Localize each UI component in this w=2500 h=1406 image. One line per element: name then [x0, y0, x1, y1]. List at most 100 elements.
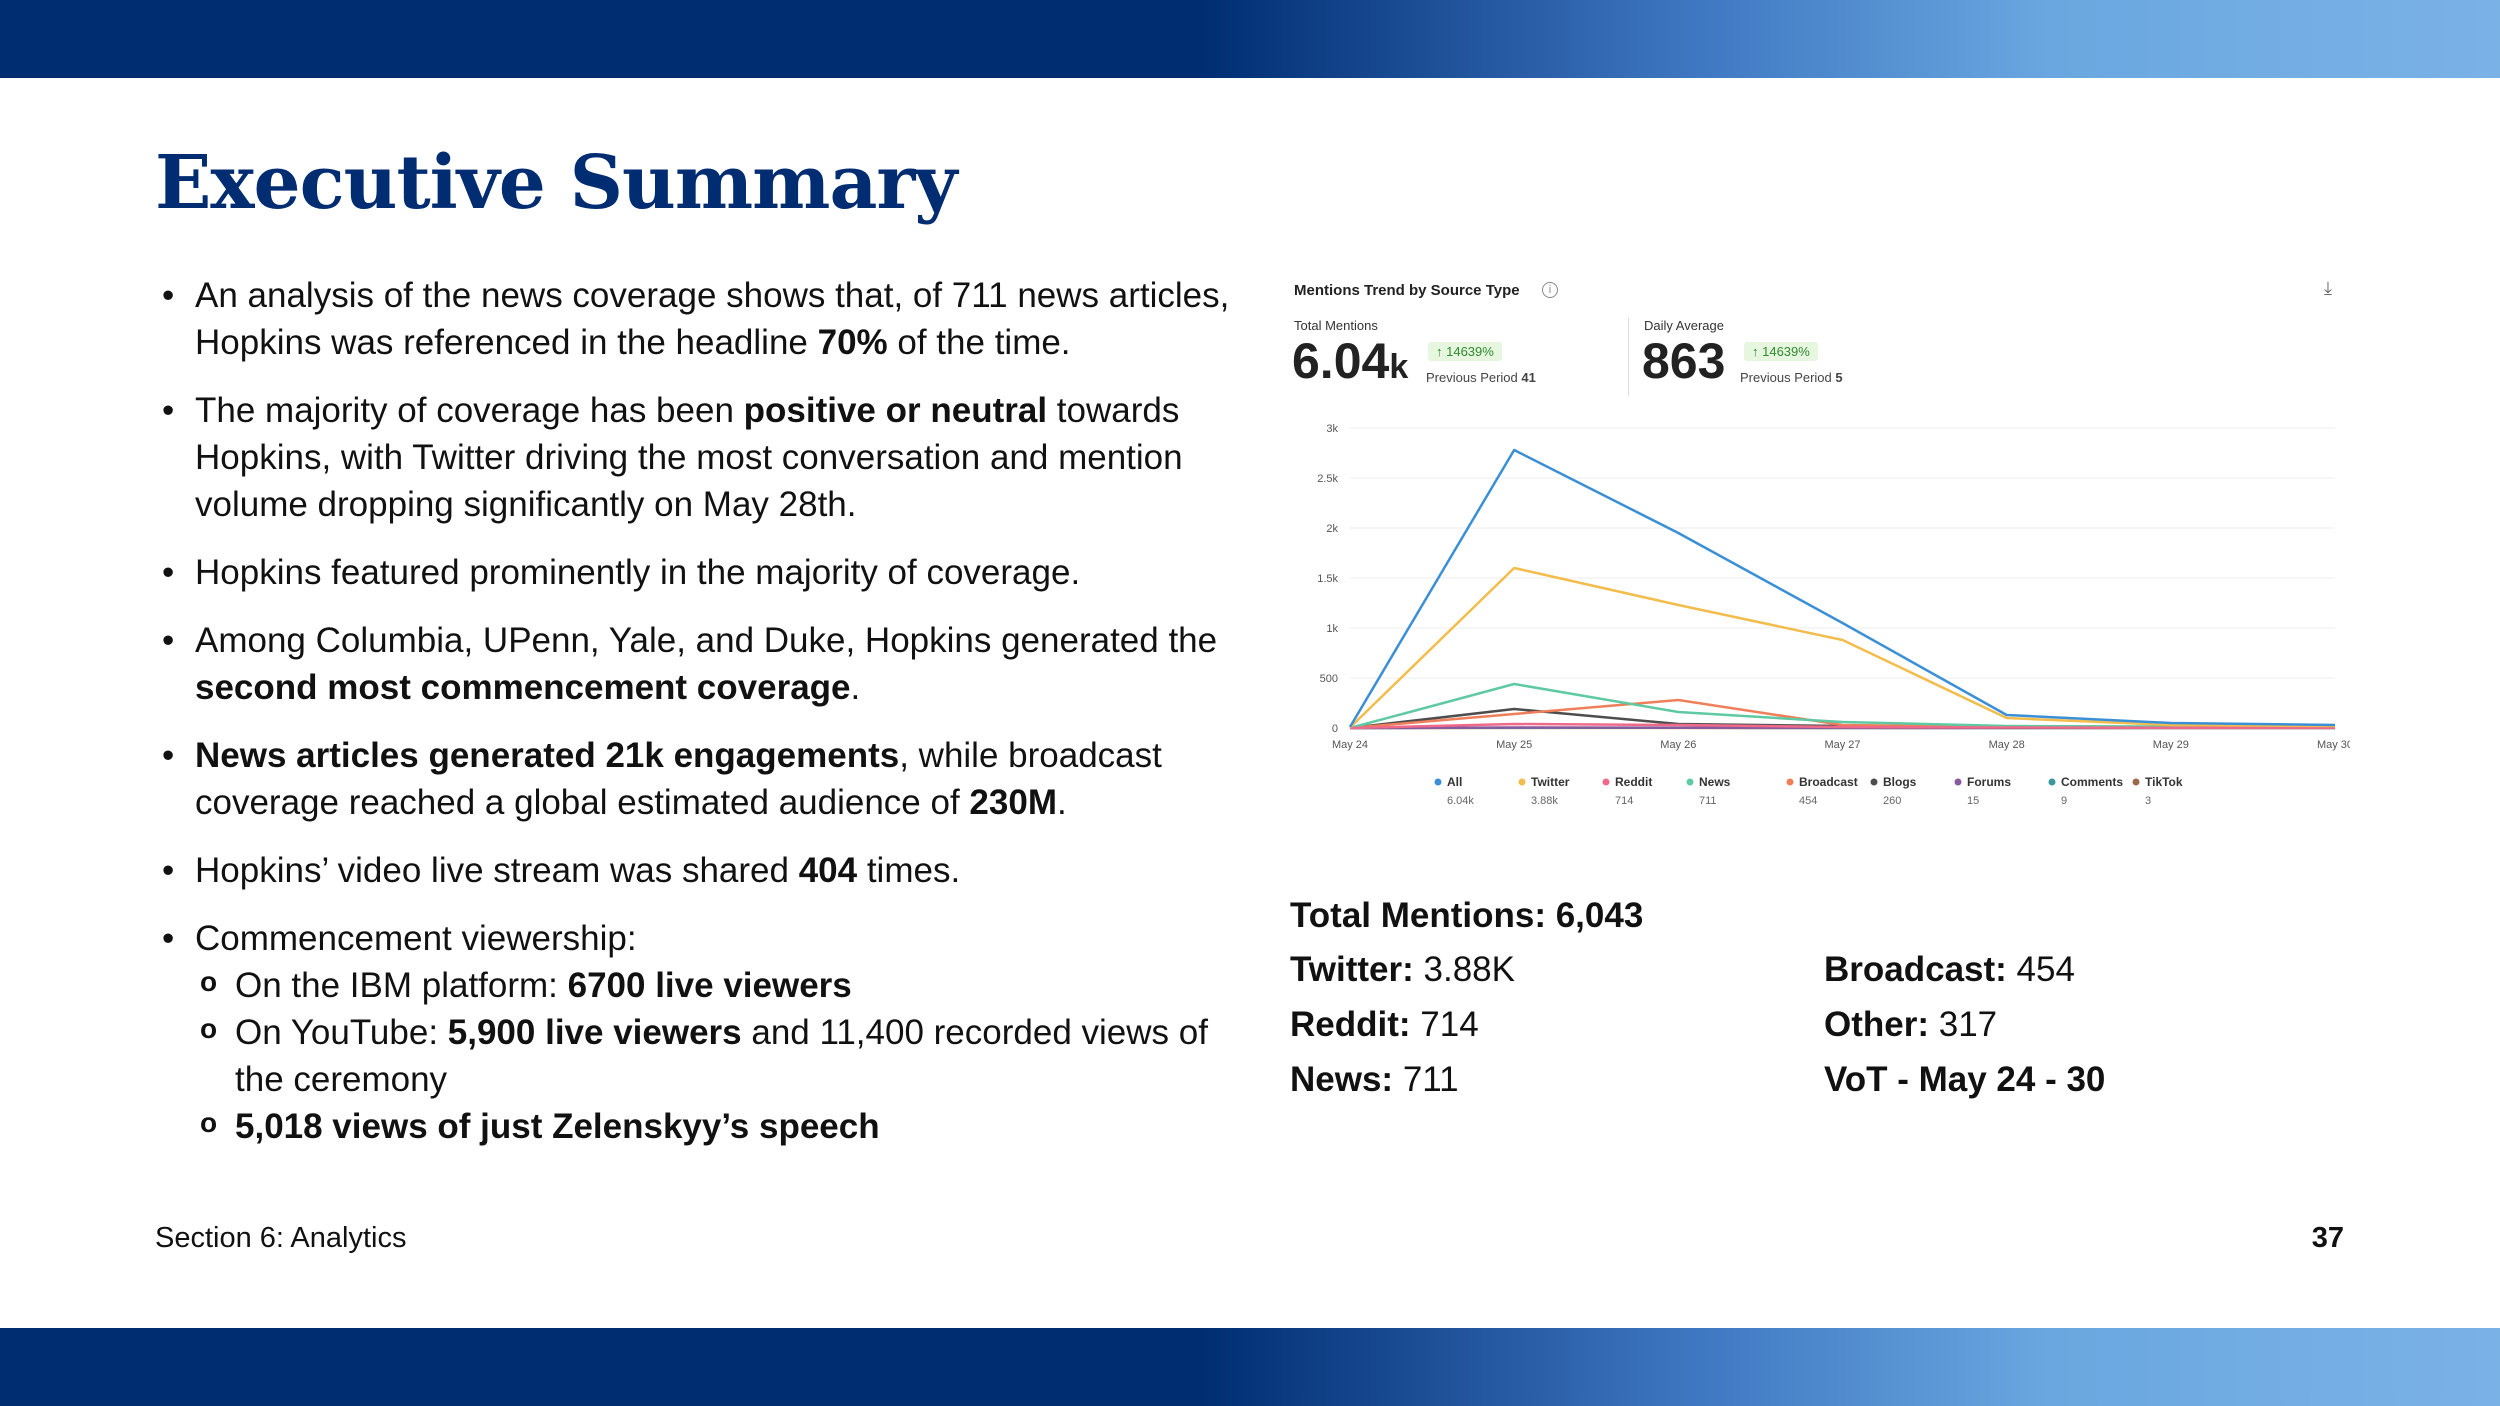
bullet-engagements: News articles generated 21k engagements,… [160, 732, 1230, 826]
x-tick-label: May 27 [1824, 739, 1860, 751]
legend-label: Reddit [1615, 775, 1652, 789]
kpi-unit: k [1389, 348, 1409, 386]
legend-value: 454 [1799, 795, 1817, 807]
legend-swatch [1518, 778, 1526, 786]
stat-total-mentions: Total Mentions: 6,043 [1290, 896, 1643, 936]
bullet-prominence: Hopkins featured prominently in the majo… [160, 549, 1230, 596]
bullet-bold: 230M [969, 783, 1057, 822]
stat-vot-range: VoT - May 24 - 30 [1824, 1060, 2105, 1100]
bullet-headline-share: An analysis of the news coverage shows t… [160, 272, 1230, 366]
bullet-text: On the IBM platform: [235, 966, 568, 1005]
stat-value: 711 [1393, 1060, 1459, 1099]
legend-label: Broadcast [1799, 775, 1858, 789]
bullet-viewership: Commencement viewership: On the IBM plat… [160, 915, 1230, 1150]
download-icon[interactable]: ⤓ [2324, 278, 2332, 298]
info-icon[interactable]: i [1542, 282, 1558, 298]
bullet-text: of the time. [887, 323, 1071, 362]
legend-value: 9 [2061, 795, 2067, 807]
bullet-bold: 6700 live viewers [567, 966, 852, 1005]
stat-reddit: Reddit: 714 [1290, 1005, 1479, 1045]
kpi-divider [1628, 318, 1629, 396]
legend-swatch [2048, 778, 2056, 786]
previous-label: Previous Period [1740, 370, 1832, 385]
legend-label: News [1699, 775, 1731, 789]
stat-label: Reddit: [1290, 1005, 1411, 1044]
bullet-text: . [850, 668, 861, 707]
stat-news: News: 711 [1290, 1060, 1459, 1100]
bullet-peer-comparison: Among Columbia, UPenn, Yale, and Duke, H… [160, 617, 1230, 711]
bullet-text: An analysis of the news coverage shows t… [195, 276, 1230, 362]
page-number: 37 [2311, 1222, 2344, 1254]
bullet-text: towards Hopkins, with Twitter driving th… [195, 391, 1183, 524]
kpi-total-value: 6.04k [1292, 332, 1408, 390]
kpi-total-change-badge: ↑ 14639% [1428, 342, 1502, 361]
bullet-bold: 5,900 live viewers [447, 1013, 742, 1052]
previous-value: 41 [1521, 370, 1536, 385]
stat-value: 454 [2006, 950, 2075, 989]
viewership-sub-bullets: On the IBM platform: 6700 live viewers O… [195, 958, 1230, 1150]
x-tick-label: May 25 [1496, 739, 1532, 751]
bullet-sentiment: The majority of coverage has been positi… [160, 387, 1230, 528]
bullet-bold: positive or neutral [743, 391, 1048, 430]
stat-value: 714 [1410, 1005, 1479, 1044]
kpi-daily-value: 863 [1642, 332, 1725, 390]
mentions-line-chart: 0 500 1k 1.5k 2k 2.5k 3k May 24 May 25 May 26 May … [1317, 423, 2350, 807]
bottom-banner [0, 1328, 2500, 1406]
legend-swatch [1602, 778, 1610, 786]
y-tick-label: 1.5k [1317, 573, 1338, 585]
series-line-reddit [1349, 722, 2335, 730]
stat-label: News: [1290, 1060, 1394, 1099]
kpi-total-label: Total Mentions [1294, 318, 1378, 333]
stat-twitter: Twitter: 3.88K [1290, 950, 1515, 990]
stat-value: 3.88K [1413, 950, 1515, 989]
footer-section-label: Section 6: Analytics [155, 1222, 407, 1254]
kpi-daily-label: Daily Average [1644, 318, 1724, 333]
x-tick-label: May 24 [1332, 739, 1368, 751]
sub-bullet-ibm: On the IBM platform: 6700 live viewers [195, 958, 1230, 1009]
y-tick-label: 2k [1326, 523, 1338, 535]
kpi-daily-change-badge: ↑ 14639% [1744, 342, 1818, 361]
legend-label: Blogs [1883, 775, 1917, 789]
sub-bullet-youtube: On YouTube: 5,900 live viewers and 11,40… [195, 1005, 1230, 1103]
bullet-text: and 11,400 recorded views of the ceremon… [235, 1013, 1208, 1099]
legend-value: 3.88k [1531, 795, 1558, 807]
legend-swatch [1954, 778, 1962, 786]
legend-value: 711 [1699, 795, 1717, 807]
bullet-text: The majority of coverage has been [195, 391, 744, 430]
kpi-total-previous: Previous Period 41 [1426, 370, 1536, 385]
legend-swatch [1870, 778, 1878, 786]
bullet-bold: News articles generated 21k engagements [195, 736, 900, 775]
stat-label: Broadcast: [1824, 950, 2007, 989]
legend-swatch [2132, 778, 2140, 786]
previous-label: Previous Period [1426, 370, 1518, 385]
y-tick-label: 2.5k [1317, 473, 1338, 485]
stat-other: Other: 317 [1824, 1005, 1997, 1045]
bullet-bold: second most commencement coverage [195, 668, 851, 707]
x-tick-label: May 26 [1660, 739, 1696, 751]
legend-swatch [1434, 778, 1442, 786]
bullet-text: Hopkins featured prominently in the majo… [195, 553, 1081, 592]
legend-swatch [1686, 778, 1694, 786]
bullet-bold: 70% [817, 323, 888, 362]
x-tick-label: May 29 [2153, 739, 2189, 751]
bullet-bold: 5,018 views of just Zelenskyy’s speech [235, 1107, 880, 1146]
legend-label: Twitter [1531, 775, 1570, 789]
kpi-number: 863 [1642, 333, 1726, 389]
kpi-number: 6.04 [1292, 333, 1390, 389]
series-line-news [1349, 682, 2336, 730]
slide-title: Executive Summary [155, 140, 957, 226]
bullet-text: Hopkins’ video live stream was shared [195, 851, 799, 890]
bullet-text: On YouTube: [235, 1013, 448, 1052]
legend-swatch [1786, 778, 1794, 786]
legend-value: 6.04k [1447, 795, 1474, 807]
stat-broadcast: Broadcast: 454 [1824, 950, 2075, 990]
x-tick-label: May 28 [1989, 739, 2025, 751]
stat-label: Twitter: [1290, 950, 1414, 989]
legend-label: All [1447, 775, 1462, 789]
y-tick-label: 500 [1320, 673, 1338, 685]
legend-value: 3 [2145, 795, 2151, 807]
bullet-text: Commencement viewership: [195, 919, 637, 958]
bullet-text: . [1056, 783, 1067, 822]
bullet-text: times. [857, 851, 961, 890]
legend-value: 714 [1615, 795, 1633, 807]
